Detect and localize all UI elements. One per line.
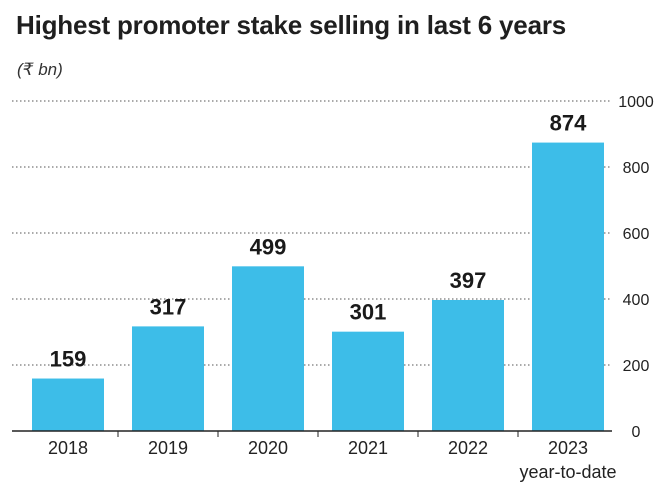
data-label-2018: 159 bbox=[50, 347, 87, 372]
x-tick-label-2019: 2019 bbox=[148, 438, 188, 458]
bars bbox=[32, 142, 604, 431]
x-tick-label-2018: 2018 bbox=[48, 438, 88, 458]
bar-2019 bbox=[132, 326, 204, 431]
x-tick-sublabel-2023: year-to-date bbox=[519, 462, 616, 482]
x-tick-label-2020: 2020 bbox=[248, 438, 288, 458]
data-label-2022: 397 bbox=[450, 268, 487, 293]
chart-unit-label: (₹ bn) bbox=[17, 60, 63, 79]
bar-2020 bbox=[232, 266, 304, 431]
bar-2023 bbox=[532, 142, 604, 431]
gridlines bbox=[12, 100, 612, 366]
x-tick-label-2021: 2021 bbox=[348, 438, 388, 458]
y-tick-label-200: 200 bbox=[623, 358, 650, 375]
data-label-2020: 499 bbox=[250, 234, 287, 259]
bar-2021 bbox=[332, 331, 404, 431]
data-label-2019: 317 bbox=[150, 294, 187, 319]
axes bbox=[12, 430, 612, 437]
y-tick-label-0: 0 bbox=[632, 424, 641, 441]
bar-2018 bbox=[32, 378, 104, 431]
data-label-2021: 301 bbox=[350, 300, 387, 325]
x-tick-label-2023: 2023 bbox=[548, 438, 588, 458]
chart-title: Highest promoter stake selling in last 6… bbox=[16, 10, 567, 40]
x-tick-label-2022: 2022 bbox=[448, 438, 488, 458]
y-tick-label-400: 400 bbox=[623, 292, 650, 309]
data-label-2023: 874 bbox=[550, 111, 587, 136]
y-tick-label-800: 800 bbox=[623, 160, 650, 177]
y-tick-label-1000: 1000 bbox=[618, 94, 654, 111]
labels: 0 200 400 600 800 1000 159 2018 317 2019 499 2020 30… bbox=[48, 94, 654, 482]
y-tick-label-600: 600 bbox=[623, 226, 650, 243]
bar-2022 bbox=[432, 299, 504, 431]
